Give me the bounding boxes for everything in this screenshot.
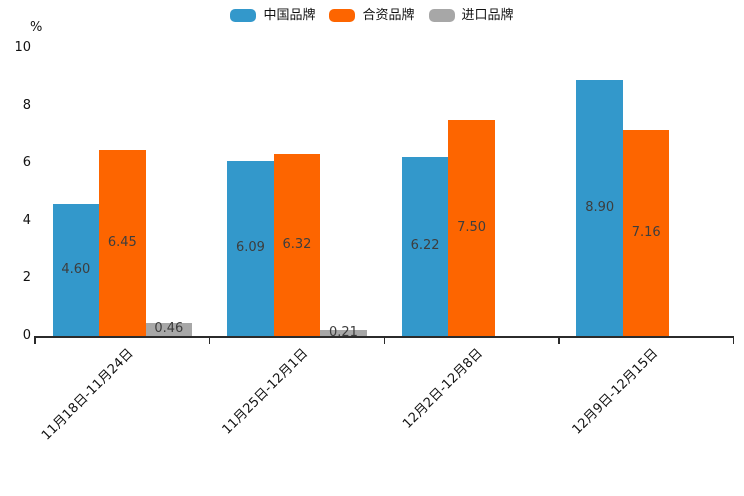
y-axis-tick-label: 8	[22, 97, 31, 113]
bar-joint-venture-brand-group-2	[273, 153, 321, 336]
legend-swatch-china-brand-icon	[230, 9, 257, 22]
legend-label: 进口品牌	[461, 8, 514, 23]
bar-china-brand-group-1	[52, 203, 100, 336]
y-axis-tick-label: 6	[22, 155, 31, 171]
legend-label: 合资品牌	[362, 8, 415, 23]
chart-legend: 中国品牌 合资品牌 进口品牌	[0, 8, 744, 23]
y-axis-unit-label: %	[30, 20, 43, 35]
y-axis-tick-label: 10	[14, 40, 31, 55]
bar-value-label: 6.22	[410, 238, 440, 254]
bar-value-label: 6.32	[282, 236, 312, 252]
x-axis-tick-label: 12月2日-12月8日	[400, 346, 487, 432]
y-axis-tick-label: 2	[22, 270, 31, 286]
x-axis-tick	[383, 336, 385, 344]
bar-joint-venture-brand-group-3	[448, 120, 495, 336]
bar-value-label: 8.90	[585, 199, 615, 215]
bar-china-brand-group-2	[227, 160, 274, 336]
bar-value-label: 7.50	[457, 220, 487, 235]
legend-item-joint-venture-brand: 合资品牌	[329, 8, 415, 23]
bar-value-label: 7.16	[631, 224, 661, 240]
x-axis-tick-label: 11月18日-11月24日	[39, 346, 137, 444]
bar-value-label: 4.60	[61, 261, 91, 277]
bar-import-brand-group-2	[320, 329, 367, 336]
bar-import-brand-group-1	[145, 322, 193, 336]
bar-value-label: 0.21	[328, 324, 358, 340]
x-axis-tick	[732, 336, 735, 344]
legend-item-import-brand: 进口品牌	[428, 8, 514, 23]
y-axis-tick-label: 0	[22, 328, 31, 343]
bar-china-brand-group-4	[576, 79, 623, 336]
x-axis-tick-label: 12月9日-12月15日	[569, 346, 661, 438]
bar-value-label: 0.46	[154, 321, 184, 337]
x-axis-tick	[558, 336, 560, 344]
x-axis-tick	[34, 336, 36, 344]
bar-joint-venture-brand-group-4	[622, 129, 670, 336]
x-axis-tick-label: 11月25日-12月1日	[219, 346, 312, 438]
legend-label: 中国品牌	[263, 8, 316, 23]
bar-value-label: 6.09	[235, 240, 265, 256]
legend-item-china-brand: 中国品牌	[230, 8, 315, 23]
bar-value-label: 6.45	[107, 235, 137, 251]
y-axis-tick-label: 4	[22, 212, 31, 228]
x-axis-tick	[208, 336, 211, 344]
legend-swatch-import-brand-icon	[428, 9, 455, 22]
legend-swatch-joint-venture-brand-icon	[329, 9, 356, 22]
bar-joint-venture-brand-group-1	[99, 150, 146, 336]
bar-china-brand-group-3	[401, 156, 449, 336]
